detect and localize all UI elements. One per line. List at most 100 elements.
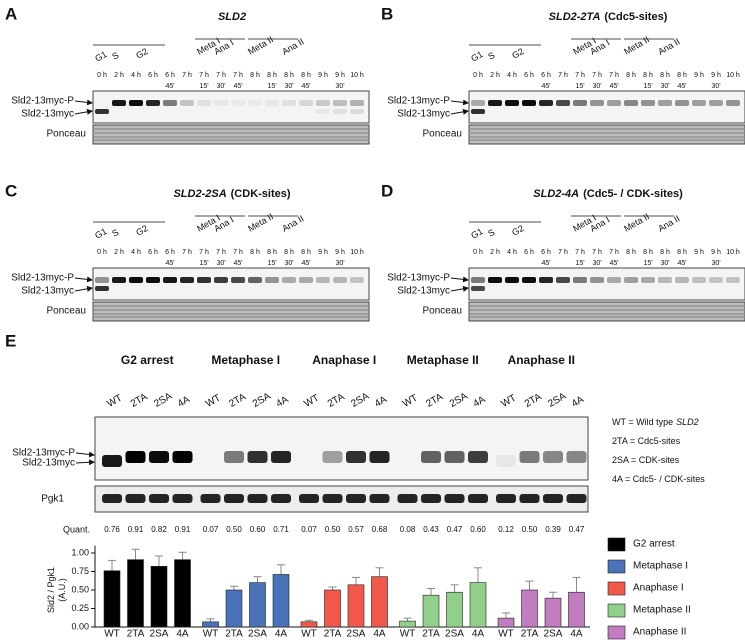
legend-label: G2 arrest — [633, 539, 675, 550]
quant-value: 0.68 — [372, 525, 388, 534]
title-part: SLD2-2SA — [173, 188, 226, 200]
timepoint: 4 h — [131, 249, 141, 256]
quant-label: Quant. — [63, 524, 90, 534]
band — [247, 451, 268, 463]
band — [282, 100, 296, 106]
band — [468, 451, 488, 463]
timepoint-minutes: 45' — [541, 83, 550, 90]
band — [112, 277, 126, 283]
band — [709, 277, 723, 283]
band — [231, 100, 245, 106]
timepoint: 10 h — [350, 72, 364, 79]
x-tick-label: 2SA — [347, 629, 366, 640]
pgk1-band — [444, 494, 465, 503]
lane-label: 2SA — [448, 391, 470, 410]
stage-label: G2 — [510, 46, 525, 61]
lane-label: 4A — [373, 394, 389, 410]
band — [539, 277, 553, 283]
timepoint: 4 h — [507, 72, 517, 79]
timepoint-minutes: 30' — [660, 260, 669, 267]
band — [163, 100, 177, 106]
timepoint-minutes: 30' — [216, 83, 225, 90]
quant-value: 0.82 — [151, 525, 167, 534]
stage-label: G1 — [469, 49, 484, 64]
timepoint: 7 h — [558, 72, 568, 79]
band — [505, 100, 519, 106]
band — [180, 277, 194, 283]
band — [333, 109, 347, 114]
band — [369, 451, 390, 463]
bar — [103, 570, 121, 628]
lane-label: 2SA — [349, 391, 371, 410]
band — [607, 100, 621, 106]
band — [316, 109, 330, 114]
band — [248, 277, 262, 283]
stage-label: Ana II — [280, 213, 305, 233]
note: WT = Wild type SLD2 — [612, 417, 699, 427]
timepoint: 9 h — [318, 249, 328, 256]
quant-value: 0.07 — [301, 525, 317, 534]
stage-label: Meta II — [246, 211, 275, 233]
bar — [521, 589, 538, 628]
timepoint-minutes: 30' — [592, 83, 601, 90]
y-tick-label: 0.25 — [71, 603, 89, 613]
bar — [422, 594, 440, 628]
lane-label: 2TA — [129, 391, 150, 409]
title-part: SLD2 — [218, 11, 246, 23]
band — [322, 451, 343, 463]
legend-swatch — [607, 559, 626, 574]
x-tick-label: 2TA — [324, 629, 342, 640]
timepoint: 9 h — [694, 72, 704, 79]
blot-label: Sld2-13myc-P — [11, 273, 74, 284]
timepoint-minutes: 15' — [267, 83, 276, 90]
band — [129, 277, 143, 283]
timepoint: 0 h — [97, 72, 107, 79]
timepoint: 8 h — [301, 249, 311, 256]
timepoint: 7 h — [575, 72, 585, 79]
x-tick-label: 4A — [176, 629, 189, 640]
band — [726, 100, 740, 106]
stage-label: Ana II — [280, 36, 305, 56]
band — [180, 100, 194, 106]
timepoint: 7 h — [182, 72, 192, 79]
timepoint: 8 h — [301, 72, 311, 79]
stage-label: G2 — [134, 46, 149, 61]
band — [248, 100, 262, 106]
timepoint: 6 h — [165, 72, 175, 79]
stage-label: G1 — [469, 226, 484, 241]
band — [624, 277, 638, 283]
timepoint-minutes: 30' — [711, 260, 720, 267]
band — [675, 100, 689, 106]
band — [149, 451, 169, 463]
lane-label: WT — [204, 393, 223, 410]
arrow — [450, 108, 469, 115]
timepoint-minutes: 30' — [335, 83, 344, 90]
arrow — [450, 276, 469, 283]
timepoint-minutes: 45' — [233, 83, 242, 90]
arrow — [450, 285, 469, 292]
pgk1-band — [172, 494, 193, 503]
blot-label: Sld2-13myc-P — [387, 273, 450, 284]
arrow — [74, 108, 93, 115]
band — [692, 277, 706, 283]
stage-label: Meta II — [246, 34, 275, 56]
band — [675, 277, 689, 283]
blot-label: Ponceau — [47, 306, 86, 317]
timepoint: 7 h — [233, 72, 243, 79]
band — [421, 451, 441, 463]
bar — [568, 591, 585, 628]
band — [112, 100, 126, 106]
timepoint-minutes: 45' — [677, 83, 686, 90]
timepoint: 7 h — [199, 72, 209, 79]
stage-header: Anaphase II — [508, 353, 575, 367]
timepoint-minutes: 30' — [335, 260, 344, 267]
bar — [446, 591, 463, 628]
panel-title: SLD2-4A (Cdc5- / CDK-sites) — [533, 188, 683, 200]
blot — [94, 416, 589, 481]
note: 2SA = CDK-sites — [612, 455, 680, 465]
timepoint: 4 h — [131, 72, 141, 79]
x-tick-label: 2TA — [225, 629, 243, 640]
pgk1-band — [421, 494, 441, 503]
timepoint-minutes: 45' — [677, 260, 686, 267]
quant-value: 0.07 — [203, 525, 219, 534]
